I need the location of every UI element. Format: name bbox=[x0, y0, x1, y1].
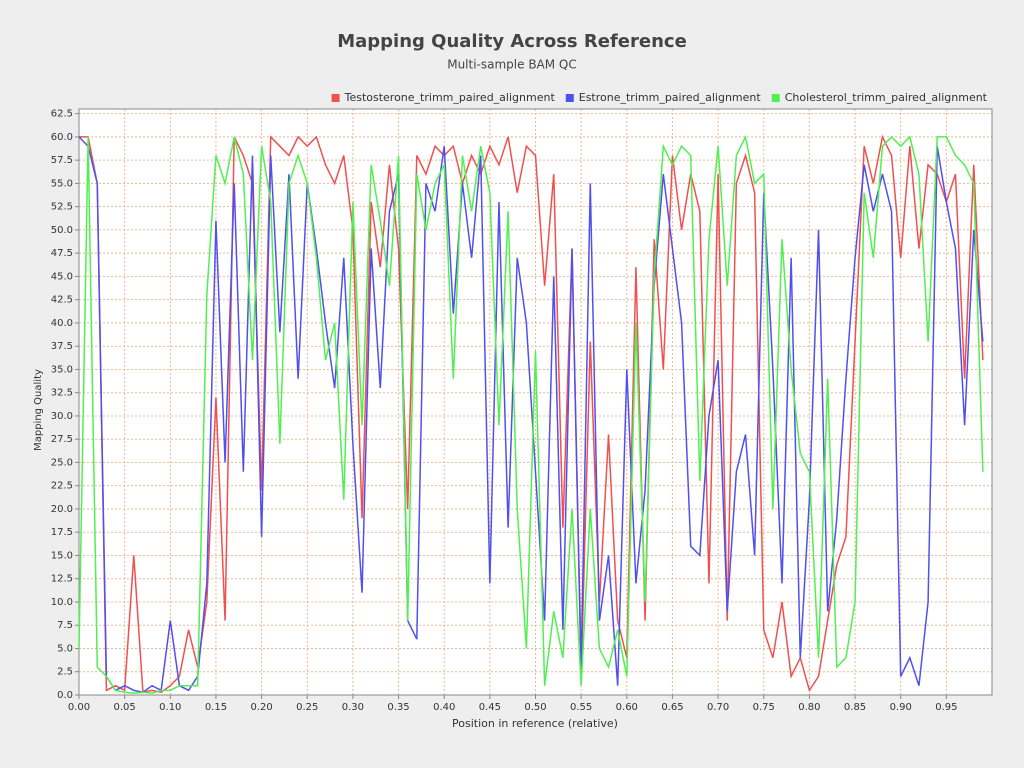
legend-swatch bbox=[565, 94, 574, 102]
x-axis-label: Position in reference (relative) bbox=[452, 717, 618, 730]
x-tick-label: 0.40 bbox=[433, 702, 455, 713]
y-tick-label: 30.0 bbox=[51, 411, 73, 422]
y-tick-label: 42.5 bbox=[51, 295, 73, 306]
x-tick-label: 0.90 bbox=[890, 702, 912, 713]
x-tick-label: 0.45 bbox=[479, 702, 501, 713]
y-tick-label: 60.0 bbox=[51, 132, 73, 143]
chart-subtitle: Multi-sample BAM QC bbox=[447, 58, 577, 72]
legend-label: Cholesterol_trimm_paired_alignment bbox=[785, 91, 988, 104]
y-tick-label: 37.5 bbox=[51, 341, 73, 352]
y-tick-label: 55.0 bbox=[51, 178, 73, 189]
y-tick-label: 27.5 bbox=[51, 434, 73, 445]
legend-swatch bbox=[771, 94, 780, 102]
y-axis-label: Mapping Quality bbox=[33, 369, 44, 451]
legend-swatch bbox=[331, 94, 340, 102]
y-tick-label: 15.0 bbox=[51, 550, 73, 561]
y-tick-label: 62.5 bbox=[51, 109, 73, 120]
x-tick-label: 0.70 bbox=[707, 702, 729, 713]
x-tick-label: 0.10 bbox=[159, 702, 181, 713]
x-tick-label: 0.20 bbox=[250, 702, 272, 713]
x-tick-label: 0.30 bbox=[342, 702, 364, 713]
y-tick-label: 57.5 bbox=[51, 155, 73, 166]
y-tick-label: 50.0 bbox=[51, 225, 73, 236]
y-tick-label: 5.0 bbox=[57, 643, 73, 654]
x-tick-label: 0.00 bbox=[68, 702, 90, 713]
y-tick-label: 25.0 bbox=[51, 457, 73, 468]
plot-border bbox=[78, 108, 993, 696]
y-tick-label: 20.0 bbox=[51, 504, 73, 515]
series-line bbox=[78, 134, 984, 694]
legend-label: Estrone_trimm_paired_alignment bbox=[579, 91, 762, 104]
x-tick-label: 0.55 bbox=[570, 702, 592, 713]
y-tick-label: 2.5 bbox=[57, 667, 73, 678]
x-tick-label: 0.85 bbox=[844, 702, 866, 713]
y-tick-label: 10.0 bbox=[51, 597, 73, 608]
series-line bbox=[78, 136, 984, 694]
y-tick-label: 35.0 bbox=[51, 364, 73, 375]
y-tick-label: 40.0 bbox=[51, 318, 73, 329]
x-tick-label: 0.80 bbox=[798, 702, 820, 713]
x-tick-label: 0.50 bbox=[524, 702, 546, 713]
y-tick-label: 52.5 bbox=[51, 202, 73, 213]
y-tick-label: 17.5 bbox=[51, 527, 73, 538]
y-tick-label: 45.0 bbox=[51, 271, 73, 282]
y-tick-label: 47.5 bbox=[51, 248, 73, 259]
y-tick-label: 32.5 bbox=[51, 388, 73, 399]
x-tick-label: 0.25 bbox=[296, 702, 318, 713]
x-tick-label: 0.05 bbox=[114, 702, 136, 713]
y-tick-label: 7.5 bbox=[57, 620, 73, 631]
chart-title: Mapping Quality Across Reference bbox=[337, 31, 687, 52]
y-tick-label: 12.5 bbox=[51, 574, 73, 585]
y-tick-label: 0.0 bbox=[57, 690, 73, 701]
x-tick-label: 0.95 bbox=[935, 702, 957, 713]
x-tick-label: 0.60 bbox=[616, 702, 638, 713]
legend-label: Testosterone_trimm_paired_alignment bbox=[344, 91, 556, 104]
x-tick-label: 0.75 bbox=[753, 702, 775, 713]
series-line bbox=[79, 134, 984, 694]
y-tick-label: 22.5 bbox=[51, 481, 73, 492]
x-tick-label: 0.15 bbox=[205, 702, 227, 713]
x-tick-label: 0.35 bbox=[387, 702, 409, 713]
x-tick-label: 0.65 bbox=[661, 702, 683, 713]
